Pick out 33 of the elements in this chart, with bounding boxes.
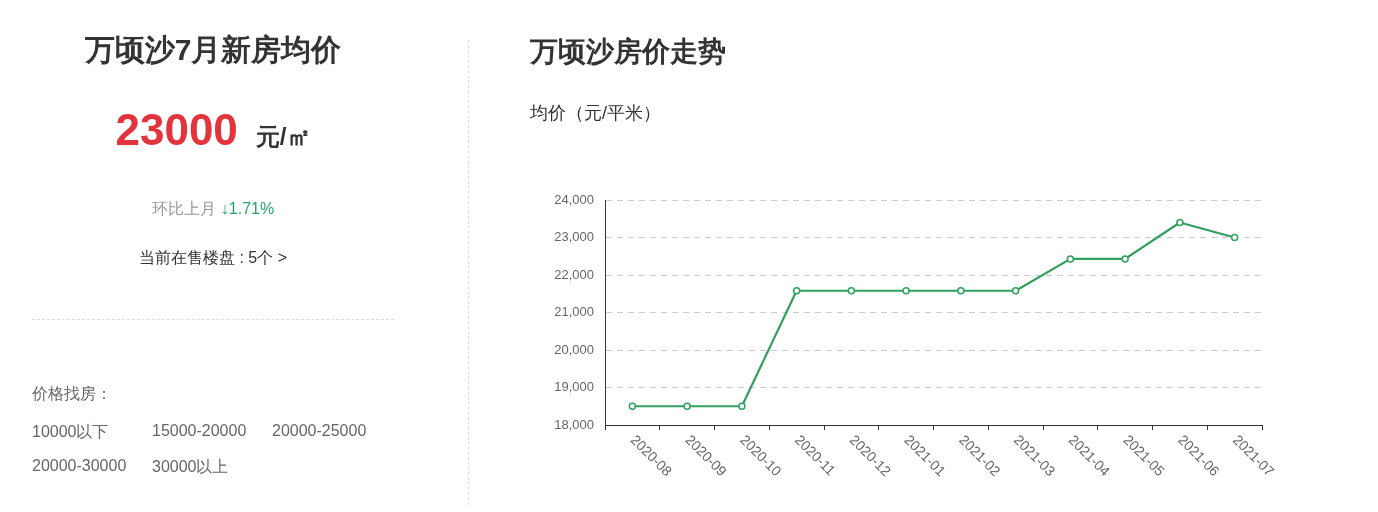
text: 20000-25000 <box>272 422 367 440</box>
point <box>957 287 965 295</box>
point <box>1011 287 1020 295</box>
y-tick-label: 23,000 <box>554 229 594 245</box>
point <box>792 287 801 295</box>
y-axis-title: 均价（元/平米） <box>530 102 662 125</box>
y-tick-label: 19,000 <box>554 379 594 395</box>
y-tick-label: 21,000 <box>554 304 594 320</box>
text: 万顷沙7月新房均价 <box>83 32 343 68</box>
point <box>738 402 746 410</box>
text: 价格找房： <box>32 384 112 404</box>
point <box>1121 255 1129 263</box>
point <box>1176 218 1184 227</box>
text: 20000-30000 <box>32 457 127 475</box>
point <box>1066 255 1075 263</box>
chart-title: 万顷沙房价走势 <box>530 35 726 69</box>
text: 30000以上 <box>152 457 229 477</box>
text: 10000以下 <box>32 422 109 442</box>
y-tick-label: 24,000 <box>554 191 594 207</box>
text: 23000 <box>115 105 238 154</box>
point <box>847 287 856 295</box>
text: 环比上月 <box>151 200 216 217</box>
y-tick-label: 22,000 <box>554 266 594 282</box>
y-tick-label: 20,000 <box>554 341 594 357</box>
text: 元/㎡ <box>255 123 311 150</box>
point <box>1230 233 1239 242</box>
point <box>683 402 691 410</box>
y-tick-label: 18,000 <box>554 416 594 432</box>
point <box>628 402 637 410</box>
text: 15000-20000 <box>152 422 247 440</box>
text: 当前在售楼盘 : 5个 > <box>138 248 288 268</box>
text: ↓1.71% <box>220 200 275 217</box>
point <box>902 287 910 295</box>
